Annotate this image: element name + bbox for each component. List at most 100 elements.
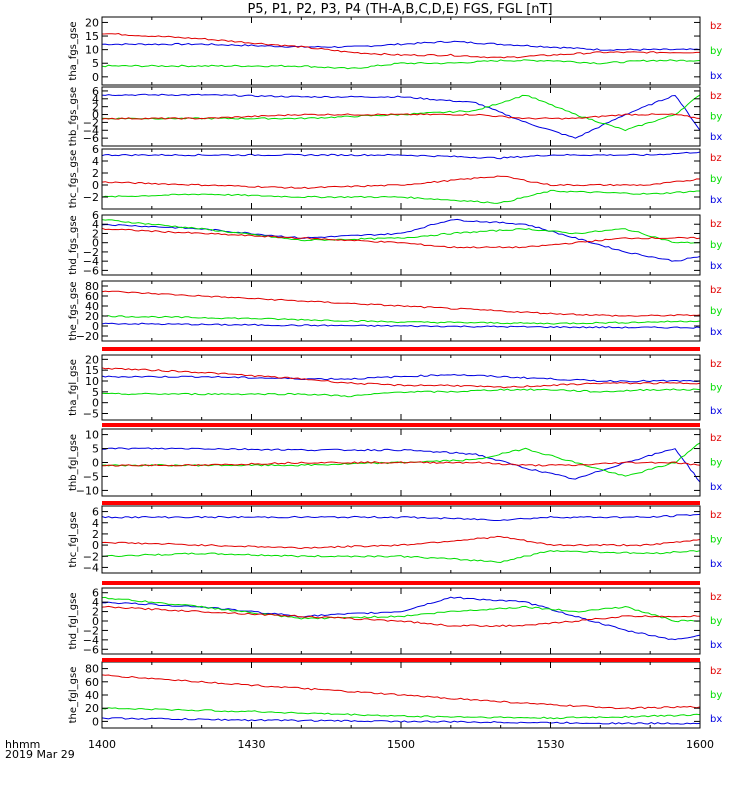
legend-bz: bz	[710, 666, 722, 677]
series-line-by	[101, 189, 700, 204]
series-line-bz	[101, 175, 701, 190]
series-line-by	[101, 388, 701, 398]
y-tick-label: 0	[92, 715, 99, 728]
legend-by: by	[710, 616, 722, 627]
chart-title: P5, P1, P2, P3, P4 (TH-A,B,C,D,E) FGS, F…	[247, 2, 552, 17]
series-line-by	[101, 315, 701, 325]
legend-bz: bz	[710, 433, 722, 444]
y-tick-label: 15	[85, 30, 99, 43]
x-tick-label: 1600	[686, 738, 714, 751]
legend-bz: bz	[710, 219, 722, 230]
legend-bz: bz	[710, 359, 722, 370]
legend-by: by	[710, 458, 722, 469]
series-line-bz	[101, 227, 701, 249]
x-tick-label: 1500	[387, 738, 415, 751]
y-tick-label: 0	[92, 71, 99, 84]
y-tick-label: 20	[85, 16, 99, 29]
y-tick-label: 6	[92, 209, 99, 222]
y-tick-label: 0	[92, 457, 99, 470]
y-tick-label: −6	[83, 643, 99, 656]
y-tick-label: −5	[83, 470, 99, 483]
y-tick-label: −2	[83, 624, 99, 637]
legend-bz: bz	[710, 285, 722, 296]
panel-separator-bar	[102, 658, 700, 662]
series-line-bz	[101, 461, 701, 467]
panel-frame	[101, 280, 701, 342]
y-tick-label: 6	[92, 143, 99, 156]
legend-by: by	[710, 112, 722, 123]
y-axis-label: thb_fgl_gse	[68, 434, 79, 491]
series-line-bx	[101, 218, 701, 262]
series-line-bx	[101, 373, 701, 383]
panel-separator-bar	[102, 423, 700, 427]
legend-bx: bx	[710, 482, 722, 493]
y-tick-label: 6	[92, 506, 99, 519]
legend-bx: bx	[710, 261, 722, 272]
y-tick-label: 0	[92, 397, 99, 410]
legend-by: by	[710, 46, 722, 57]
y-tick-label: −2	[83, 116, 99, 129]
y-tick-label: 2	[92, 528, 99, 541]
y-tick-label: 6	[92, 587, 99, 600]
y-axis-label: tha_fgl_gse	[68, 359, 79, 416]
x-tick-label: 1430	[238, 738, 266, 751]
panel-frame	[101, 505, 701, 574]
y-tick-label: −4	[83, 561, 99, 574]
legend-by: by	[710, 535, 722, 546]
y-tick-label: 5	[92, 443, 99, 456]
series-line-by	[101, 94, 701, 132]
y-tick-label: 10	[85, 44, 99, 57]
x-axis-unit-label: hhmm	[5, 738, 40, 751]
y-tick-label: 20	[85, 310, 99, 323]
y-tick-label: −2	[83, 246, 99, 259]
y-tick-label: 80	[85, 663, 99, 676]
legend-bz: bz	[710, 91, 722, 102]
y-tick-label: 4	[92, 596, 99, 609]
y-tick-label: −10	[76, 484, 99, 497]
y-tick-label: 10	[85, 375, 99, 388]
y-tick-label: 60	[85, 676, 99, 689]
series-line-bz	[101, 113, 701, 120]
legend-bx: bx	[710, 640, 722, 651]
series-line-bx	[102, 447, 701, 483]
legend-bx: bx	[710, 406, 722, 417]
legend-by: by	[710, 174, 722, 185]
y-tick-label: 80	[85, 280, 99, 293]
x-tick-label: 1400	[88, 738, 116, 751]
y-tick-label: −2	[83, 191, 99, 204]
y-axis-label: thc_fgs_gse	[68, 150, 79, 209]
y-tick-label: 2	[92, 606, 99, 619]
series-line-bz	[101, 535, 701, 550]
y-tick-label: 6	[92, 85, 99, 98]
legend-bx: bx	[710, 327, 722, 338]
y-tick-label: 0	[92, 320, 99, 333]
y-tick-label: 20	[85, 353, 99, 366]
legend-bx: bx	[710, 714, 722, 725]
y-tick-label: 4	[92, 93, 99, 106]
y-axis-label: the_fgs_gse	[68, 281, 79, 340]
panel-frame	[101, 148, 701, 210]
series-line-by	[101, 596, 701, 623]
y-tick-label: 2	[92, 227, 99, 240]
legend-by: by	[710, 383, 722, 394]
y-tick-label: 0	[92, 539, 99, 552]
y-tick-label: 15	[85, 364, 99, 377]
series-line-bx	[101, 513, 701, 521]
series-line-bz	[101, 605, 701, 628]
x-tick-label: 1530	[537, 738, 565, 751]
legend-bx: bx	[710, 132, 722, 143]
panel-frame	[101, 86, 701, 147]
y-axis-label: the_fgl_gse	[68, 667, 79, 724]
series-line-bz	[101, 674, 701, 710]
y-tick-label: 40	[85, 300, 99, 313]
series-line-by	[101, 550, 701, 564]
y-tick-label: 4	[92, 155, 99, 168]
y-tick-label: −20	[76, 330, 99, 343]
y-tick-label: 40	[85, 689, 99, 702]
y-axis-label: tha_fgs_gse	[68, 21, 79, 80]
